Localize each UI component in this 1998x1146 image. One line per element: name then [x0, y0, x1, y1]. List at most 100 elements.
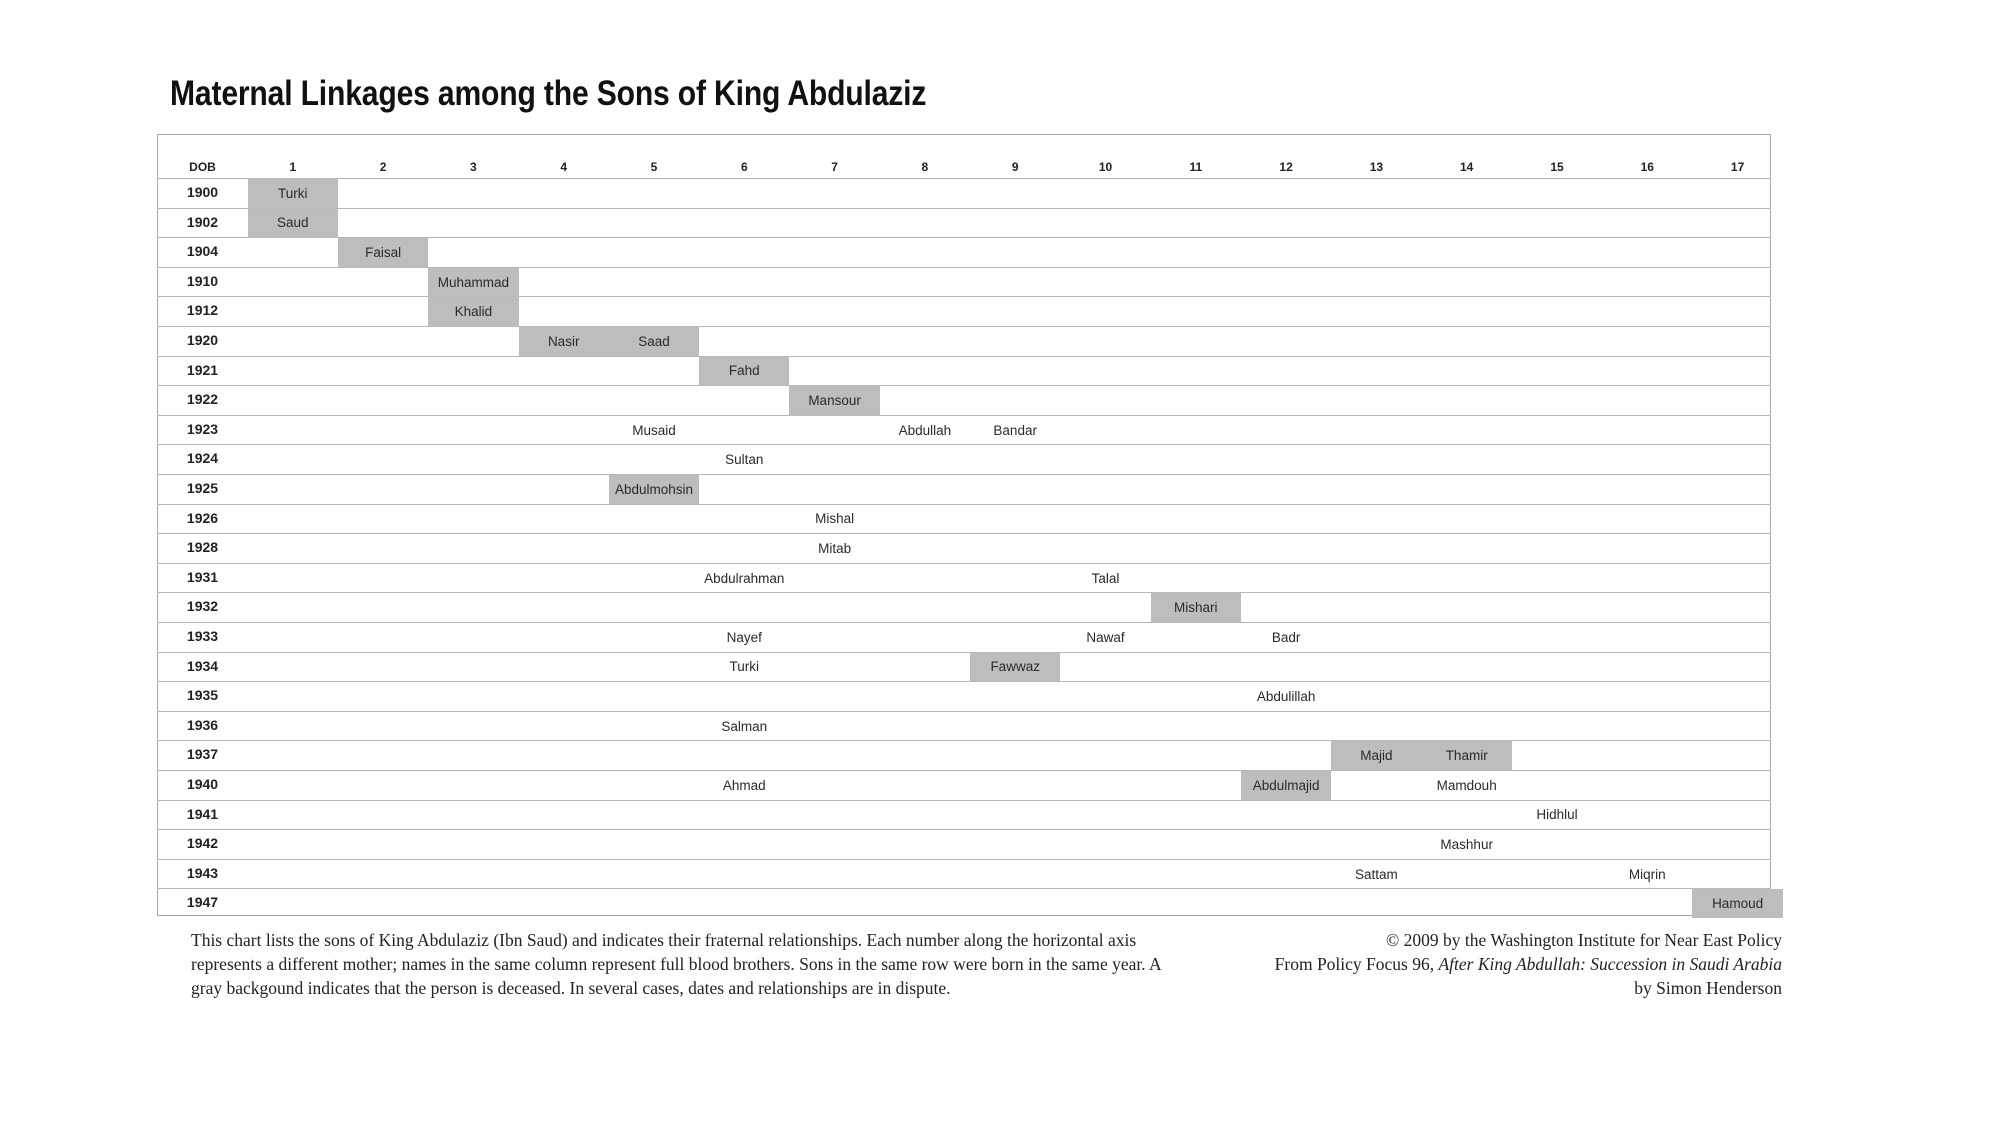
mother-column-header: 10 — [1098, 160, 1113, 174]
birth-year-label: 1904 — [186, 243, 219, 260]
son-cell-deceased: Saud — [247, 208, 338, 238]
son-cell: Mishal — [815, 511, 855, 527]
son-cell-deceased: Fawwaz — [970, 652, 1061, 682]
son-cell: Sultan — [725, 452, 764, 468]
birth-year-label: 1926 — [186, 509, 219, 526]
row-divider — [157, 592, 1771, 594]
mother-column-header: 16 — [1640, 160, 1654, 174]
row-divider — [157, 355, 1771, 357]
row-divider — [157, 385, 1771, 387]
son-cell: Musaid — [632, 422, 676, 438]
mother-column-header: 11 — [1189, 160, 1203, 174]
mother-column-header: 8 — [921, 160, 929, 174]
son-cell: Ahmad — [722, 777, 766, 793]
birth-year-label: 1935 — [186, 687, 219, 704]
mother-column-header: 5 — [650, 160, 658, 174]
son-cell-deceased: Turki — [247, 179, 338, 208]
son-cell: Hidhlul — [1536, 807, 1578, 823]
son-cell-deceased: Nasir — [518, 327, 609, 356]
birth-year-label: 1924 — [186, 450, 219, 467]
son-cell-deceased: Mishari — [1150, 593, 1241, 622]
row-divider — [157, 799, 1771, 801]
son-cell: Turki — [729, 659, 760, 675]
mother-column-header: 12 — [1279, 160, 1293, 174]
mother-column-header: 17 — [1730, 160, 1745, 174]
son-cell: Miqrin — [1628, 866, 1666, 882]
row-divider — [157, 770, 1771, 771]
birth-year-label: 1934 — [186, 657, 219, 674]
son-cell-deceased: Muhammad — [428, 267, 519, 297]
birth-year-label: 1931 — [186, 568, 219, 585]
author-line: by Simon Henderson — [1634, 978, 1782, 998]
son-cell: Mamdouh — [1436, 777, 1497, 793]
source-title: After King Abdullah: Succession in Saudi… — [1438, 954, 1782, 974]
birth-year-label: 1942 — [186, 835, 219, 852]
row-divider — [157, 562, 1771, 564]
son-cell-deceased: Saad — [608, 327, 700, 356]
birth-year-label: 1912 — [186, 302, 219, 319]
mother-column-header: 9 — [1011, 160, 1019, 174]
row-divider — [157, 503, 1771, 505]
mother-column-header: 4 — [560, 160, 568, 174]
son-cell: Talal — [1091, 570, 1120, 586]
mother-column-header: 7 — [831, 160, 838, 174]
source-line: From Policy Focus 96, After King Abdulla… — [1182, 952, 1782, 976]
son-cell: Nayef — [726, 629, 762, 645]
birth-year-label: 1900 — [186, 184, 219, 200]
birth-year-label: 1910 — [186, 272, 219, 289]
row-divider — [157, 178, 1771, 179]
row-divider — [157, 740, 1771, 742]
row-divider — [157, 622, 1771, 623]
son-cell: Salman — [721, 718, 768, 734]
birth-year-label: 1923 — [186, 420, 219, 437]
son-cell-deceased: Thamir — [1421, 741, 1512, 770]
chart-footnote: This chart lists the sons of King Abdula… — [191, 930, 1161, 998]
birth-year-label: 1940 — [186, 776, 219, 792]
son-cell-deceased: Hamoud — [1692, 889, 1783, 918]
row-divider — [157, 710, 1771, 712]
credit-block: © 2009 by the Washington Institute for N… — [1182, 928, 1782, 1000]
son-cell: Nawaf — [1086, 629, 1125, 645]
birth-year-label: 1920 — [186, 332, 219, 348]
son-cell-deceased: Fahd — [699, 356, 790, 386]
son-cell: Badr — [1271, 629, 1301, 645]
row-divider — [157, 266, 1771, 268]
mother-column-header: 14 — [1460, 160, 1474, 174]
row-divider — [157, 681, 1771, 683]
mother-column-header: 6 — [740, 160, 748, 174]
row-divider — [157, 237, 1771, 239]
son-cell-deceased: Mansour — [789, 386, 880, 415]
row-divider — [157, 533, 1771, 535]
birth-year-label: 1933 — [186, 628, 219, 644]
row-divider — [157, 829, 1771, 831]
son-cell: Bandar — [993, 422, 1037, 438]
birth-year-label: 1922 — [186, 391, 219, 408]
son-cell: Sattam — [1355, 866, 1398, 882]
birth-year-label: 1941 — [186, 805, 219, 822]
row-divider — [157, 444, 1771, 446]
birth-year-label: 1925 — [186, 480, 219, 496]
row-divider — [157, 207, 1771, 209]
chart-title: Maternal Linkages among the Sons of King… — [170, 74, 927, 113]
son-cell-deceased: Abdulmohsin — [608, 475, 700, 504]
row-divider — [157, 651, 1771, 653]
son-cell-deceased: Khalid — [428, 297, 519, 326]
son-cell: Abdulrahman — [704, 570, 785, 586]
mother-column-header: 2 — [379, 160, 387, 174]
birth-year-label: 1943 — [186, 864, 219, 881]
row-divider — [157, 474, 1771, 475]
copyright-line: © 2009 by the Washington Institute for N… — [1385, 930, 1782, 950]
birth-year-label: 1932 — [186, 598, 219, 615]
source-prefix: From Policy Focus 96, — [1274, 954, 1439, 974]
birth-year-label: 1921 — [186, 361, 219, 378]
row-divider — [157, 858, 1771, 860]
son-cell: Abdulillah — [1256, 688, 1316, 704]
son-cell: Abdullah — [898, 422, 952, 438]
mother-column-header: 13 — [1369, 160, 1384, 174]
son-cell: Mashhur — [1440, 836, 1493, 852]
birth-year-label: 1936 — [186, 716, 219, 733]
row-divider — [157, 888, 1771, 890]
mother-column-header: 3 — [470, 160, 477, 174]
birth-year-label: 1937 — [186, 746, 219, 763]
